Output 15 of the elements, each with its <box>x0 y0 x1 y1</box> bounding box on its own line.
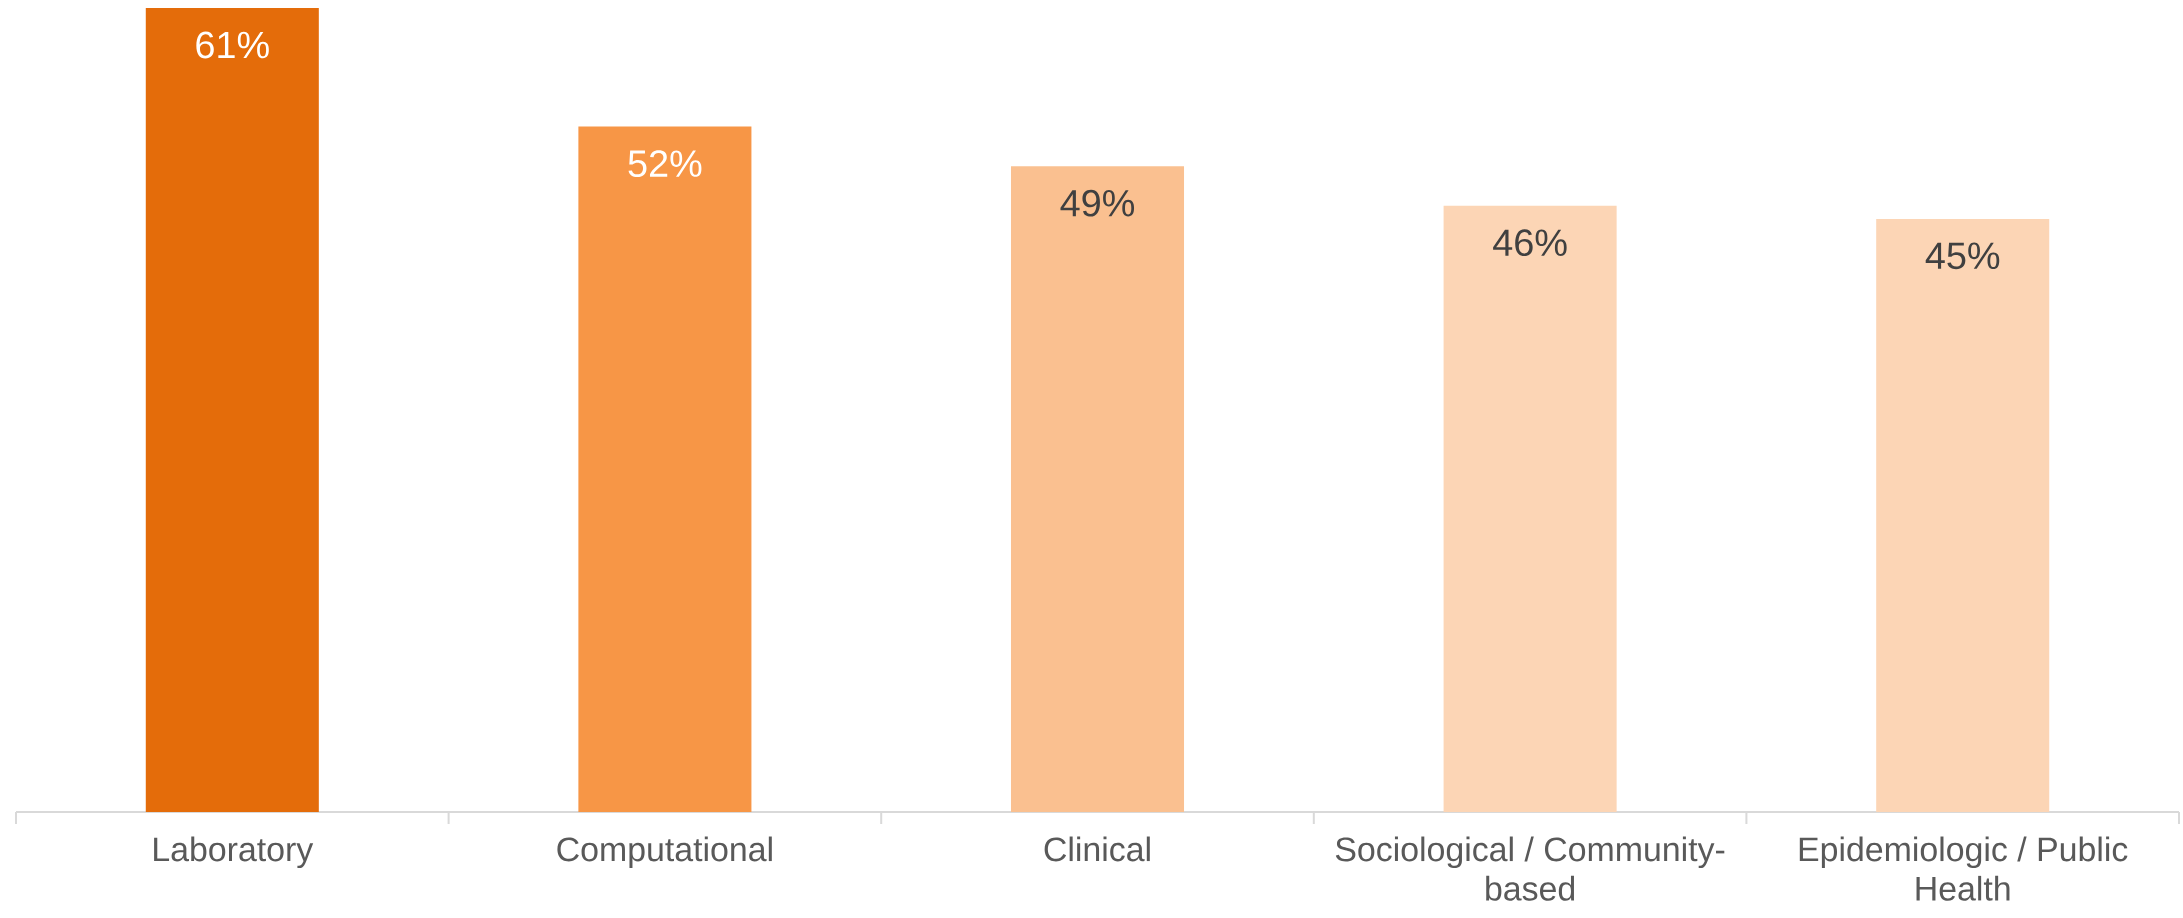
x-tick-label: Laboratory <box>154 836 314 869</box>
x-tick-label: Computational <box>557 836 772 869</box>
data-label: 49% <box>1060 189 1135 217</box>
bar <box>1443 205 1617 812</box>
data-label: 45% <box>1925 242 2000 270</box>
x-tick-label: Sociological / Community-based <box>1335 836 1725 901</box>
bar <box>1010 166 1185 812</box>
bar <box>145 8 319 812</box>
bar <box>1876 218 2050 812</box>
data-label: 52% <box>628 150 702 178</box>
data-label: 46% <box>1493 229 1567 257</box>
data-label: 61% <box>196 31 269 59</box>
x-tick-label: Clinical <box>1044 836 1150 862</box>
bar <box>578 126 752 812</box>
x-tick-label: Epidemiologic / Public Health <box>1799 836 2128 901</box>
